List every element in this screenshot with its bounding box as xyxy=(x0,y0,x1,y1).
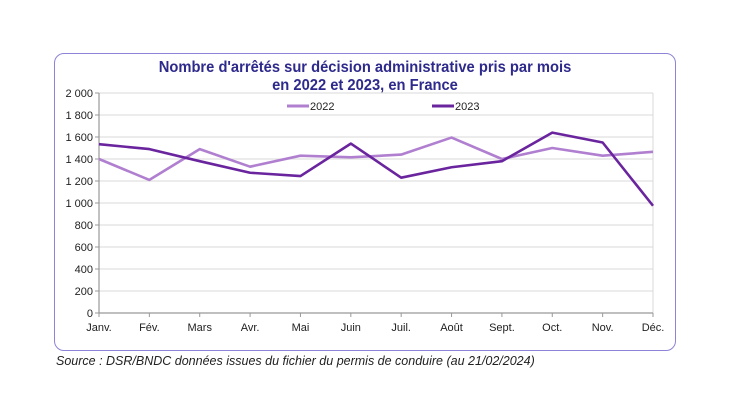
x-tick-label: Mai xyxy=(292,322,310,334)
title-line-1: Nombre d'arrêtés sur décision administra… xyxy=(158,59,572,76)
chart-frame xyxy=(54,53,676,351)
series-line-2022 xyxy=(98,136,654,182)
y-tick-label: 600 xyxy=(75,242,93,254)
title-line-2: en 2022 et 2023, en France xyxy=(272,77,458,94)
x-tick-label: Août xyxy=(440,322,463,334)
x-tick-label: Fév. xyxy=(139,322,160,334)
y-tick-label: 2 000 xyxy=(65,88,93,100)
y-tick-label: 400 xyxy=(75,264,93,276)
x-tick-label: Déc. xyxy=(642,322,665,334)
y-tick-label: 800 xyxy=(75,220,93,232)
y-tick-label: 1 800 xyxy=(65,110,93,122)
source-note: Source : DSR/BNDC données issues du fich… xyxy=(56,354,535,368)
x-tick-label: Mars xyxy=(188,322,213,334)
legend-label-2023: 2023 xyxy=(455,101,479,113)
x-tick-label: Juil. xyxy=(391,322,411,334)
x-tick-label: Nov. xyxy=(592,322,614,334)
x-tick-label: Janv. xyxy=(86,322,111,334)
y-tick-label: 1 400 xyxy=(65,154,93,166)
series-line-2023 xyxy=(98,131,655,207)
x-tick-label: Juin xyxy=(341,322,361,334)
y-tick-label: 1 600 xyxy=(65,132,93,144)
y-tick-label: 1 200 xyxy=(65,176,93,188)
x-tick-label: Sept. xyxy=(489,322,515,334)
x-tick-label: Oct. xyxy=(542,322,562,334)
y-tick-label: 1 000 xyxy=(65,198,93,210)
legend-label-2022: 2022 xyxy=(310,101,334,113)
y-tick-label: 200 xyxy=(75,286,93,298)
y-tick-label: 0 xyxy=(87,308,93,320)
x-tick-label: Avr. xyxy=(241,322,260,334)
chart-title: Nombre d'arrêtés sur décision administra… xyxy=(79,59,651,95)
